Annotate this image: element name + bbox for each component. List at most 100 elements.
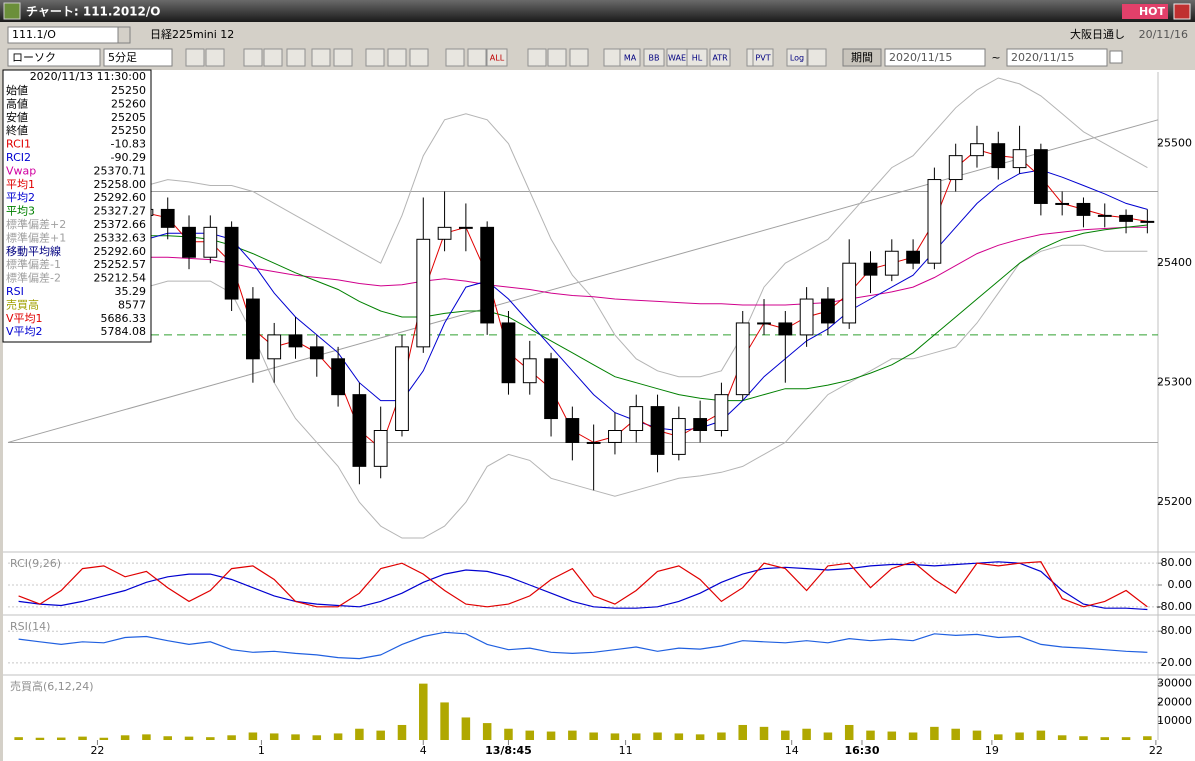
tool-icon[interactable] (643, 48, 665, 67)
volume-bar (1057, 735, 1067, 740)
info-label: RCI2 (6, 151, 31, 164)
tool-icon[interactable] (467, 48, 487, 67)
tool-icon[interactable] (709, 48, 731, 67)
from-input[interactable] (884, 48, 986, 67)
info-value: 25252.57 (94, 258, 147, 271)
info-label: RCI1 (6, 138, 31, 151)
tool-icon[interactable] (311, 48, 331, 67)
info-label: 標準偏差-1 (6, 257, 61, 271)
candle-body (416, 238, 431, 348)
tool-icon[interactable] (786, 48, 808, 67)
tool-icon[interactable] (752, 48, 774, 67)
candle-body (395, 346, 409, 432)
to-input[interactable] (1006, 48, 1108, 67)
info-value: 25258.00 (94, 178, 147, 191)
tool-icon[interactable] (286, 48, 306, 67)
interval-select[interactable] (103, 48, 173, 67)
y-tick-label: 25400 (1157, 256, 1192, 269)
y-tick-label: 20000 (1157, 695, 1192, 708)
period-button[interactable] (842, 48, 882, 67)
checkbox[interactable] (1109, 50, 1123, 64)
symbol: 111.1/O (12, 28, 56, 41)
info-value: 5784.08 (101, 325, 147, 338)
volume-bar (738, 724, 747, 740)
info-value: 25260 (111, 97, 146, 110)
tool-icon[interactable] (243, 48, 263, 67)
info-value: 25372.66 (94, 218, 147, 231)
symbol-name: 日経225mini 12 (150, 28, 234, 41)
symbol-dropdown[interactable] (117, 26, 131, 44)
candle-body (1119, 214, 1133, 222)
y-tick-label: 20.00 (1161, 656, 1193, 669)
y-tick-label: 10000 (1157, 714, 1192, 727)
session: 大阪日通し (1070, 27, 1125, 41)
volume-bar (227, 735, 236, 740)
tool-icon[interactable] (333, 48, 353, 67)
hot-button[interactable] (1122, 4, 1168, 19)
info-label: V平均2 (6, 324, 43, 338)
candle-body (948, 155, 963, 181)
y-tick-label: 25200 (1157, 495, 1192, 508)
indicator-line (18, 561, 1148, 611)
tool-icon[interactable] (185, 48, 205, 67)
close-button[interactable] (1173, 3, 1191, 20)
volume-bar (994, 734, 1003, 740)
volume-bar (482, 723, 492, 740)
to-date: 2020/11/15 (1011, 51, 1074, 64)
tool-icon[interactable] (619, 48, 641, 67)
candle-body (970, 143, 984, 157)
panel-title: RSI(14) (10, 620, 50, 633)
volume-bar (1143, 736, 1152, 740)
tool-icon[interactable] (686, 48, 708, 67)
tool-icon[interactable] (409, 48, 429, 67)
volume-bar (184, 736, 194, 740)
info-value: 25327.27 (94, 205, 147, 218)
x-tick-label: 16:30 (844, 744, 879, 757)
volume-bar (1100, 737, 1110, 740)
volume-bar (844, 724, 854, 740)
tool-icon[interactable] (569, 48, 589, 67)
info-value: -90.29 (111, 151, 146, 164)
chart-type-select[interactable] (7, 48, 101, 67)
tool-icon[interactable] (365, 48, 385, 67)
volume-bar (717, 732, 726, 740)
info-value: 8577 (118, 298, 146, 311)
tool-icon-label: ALL (490, 54, 505, 63)
info-label: 終値 (6, 124, 28, 137)
tool-icon[interactable] (807, 48, 827, 67)
tool-icon[interactable] (603, 48, 623, 67)
volume-bar (35, 737, 45, 740)
candle-body (480, 226, 495, 324)
volume-bar (802, 728, 811, 740)
info-datetime: 2020/11/13 11:30:00 (30, 70, 146, 83)
candle-body (991, 143, 1006, 169)
x-tick-label: 13/8:45 (485, 744, 532, 757)
tool-icon[interactable] (445, 48, 465, 67)
tool-icon[interactable] (263, 48, 283, 67)
volume-bar (504, 728, 513, 740)
info-label: 移動平均線 (6, 244, 61, 258)
x-tick-label: 14 (785, 744, 799, 757)
tool-icon[interactable] (486, 48, 508, 67)
info-label: V平均1 (6, 311, 43, 325)
tool-icon[interactable] (387, 48, 407, 67)
candle-body (309, 346, 324, 360)
x-tick-label: 22 (1149, 744, 1163, 757)
volume-bar (951, 728, 960, 740)
tool-icon[interactable] (205, 48, 225, 67)
tool-icon[interactable] (527, 48, 547, 67)
tool-icon[interactable] (547, 48, 567, 67)
y-tick-label: 0.00 (1168, 578, 1193, 591)
candle-body (203, 226, 218, 258)
tool-icon-label: HL (692, 54, 703, 63)
candle-body (608, 430, 622, 443)
info-label: Vwap (6, 164, 36, 177)
volume-bar (610, 733, 620, 740)
info-label: 平均2 (6, 190, 35, 204)
info-label: 標準偏差+2 (6, 217, 66, 231)
info-value: -10.83 (111, 138, 146, 151)
info-label: 売買高 (6, 297, 39, 311)
candle-body (671, 418, 686, 455)
info-label: 標準偏差-2 (6, 271, 61, 285)
